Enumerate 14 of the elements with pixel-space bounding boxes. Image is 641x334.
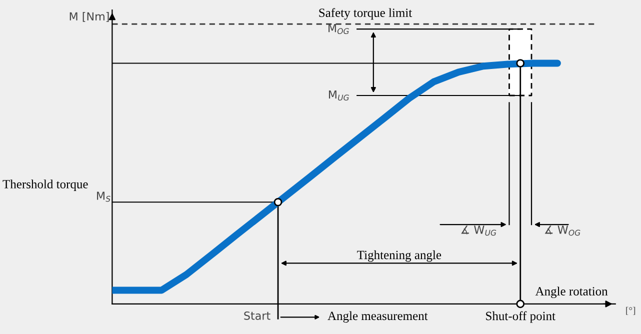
ref-line-label: M$_{S}$ [97,192,110,202]
ref-line-label: Safety torque limit [319,8,412,20]
text: Thershold torque [2,180,88,191]
ref-line-label: M$_{UG}$ [328,90,349,100]
annotation: Tightening angle [357,250,442,262]
y-axis-title: M [Nm] [70,12,109,22]
annotation: ∡ W$_{UG}$ [461,226,496,236]
text: Shut-off point [486,311,556,323]
x-axis-title: Angle rotation [535,286,608,298]
text: [°] [626,306,636,315]
annotation: ∡ W$_{OG}$ [544,226,580,236]
ref-line-label: M$_{OG}$ [328,24,349,34]
text: Angle measurement [328,311,428,323]
text: Start [244,311,270,320]
